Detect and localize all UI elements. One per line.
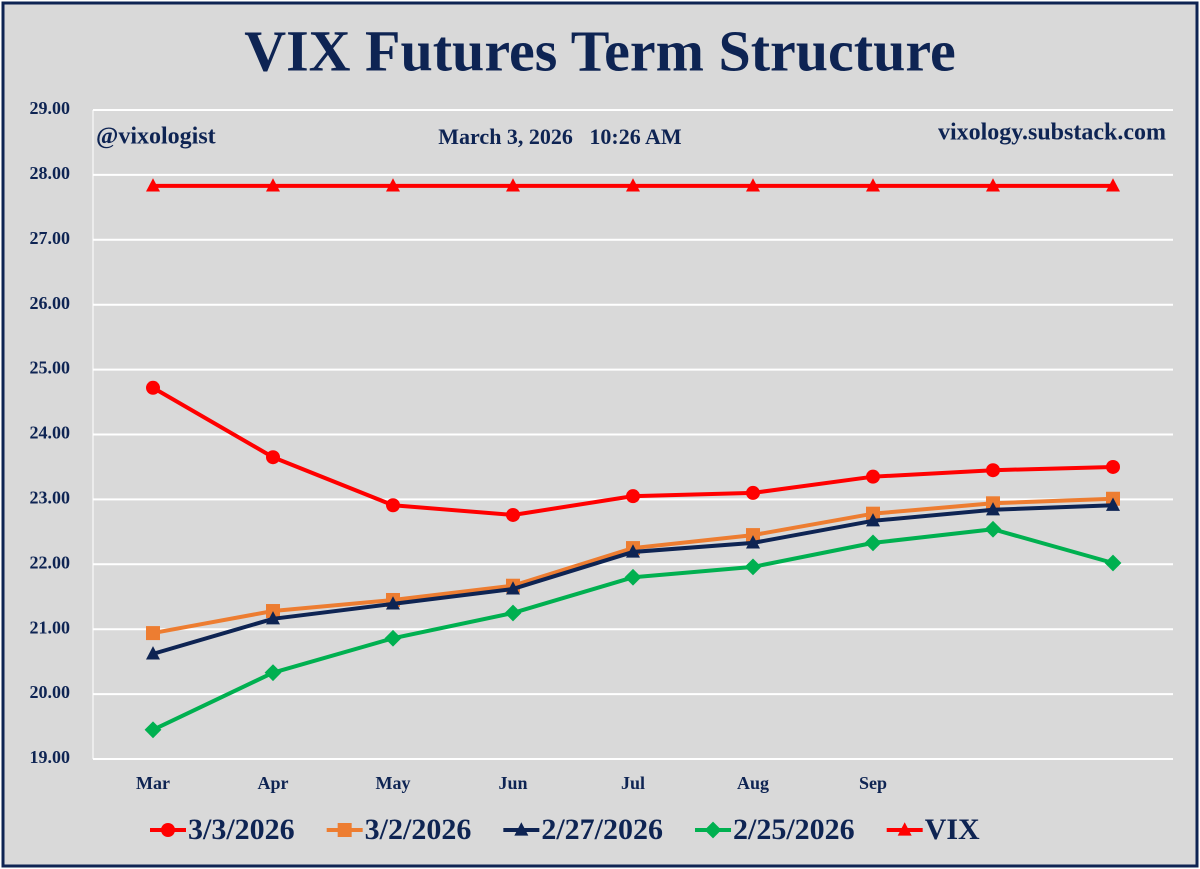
y-tick-label: 29.00 <box>30 98 71 118</box>
y-tick-label: 23.00 <box>30 488 71 508</box>
marker <box>506 581 520 595</box>
x-tick-label: Mar <box>136 773 170 793</box>
marker <box>266 450 280 465</box>
marker <box>984 520 1002 538</box>
marker <box>866 513 880 527</box>
legend-label: VIX <box>925 813 980 846</box>
marker <box>386 178 400 192</box>
x-tick-label: Aug <box>737 773 769 793</box>
marker <box>866 178 880 192</box>
marker <box>744 558 762 576</box>
marker <box>986 502 1000 516</box>
marker <box>266 604 280 619</box>
marker <box>626 544 640 558</box>
legend-label: 2/27/2026 <box>541 813 663 846</box>
annotation: @vixologist <box>96 124 216 150</box>
y-tick-label: 24.00 <box>30 423 71 443</box>
marker <box>264 664 282 682</box>
y-tick-label: 21.00 <box>30 617 71 637</box>
marker <box>146 646 160 660</box>
marker <box>986 463 1000 478</box>
marker <box>384 629 402 647</box>
marker <box>1106 178 1120 192</box>
marker <box>1104 554 1122 572</box>
y-tick-label: 25.00 <box>30 358 71 378</box>
marker <box>624 568 642 586</box>
marker <box>504 604 522 622</box>
marker <box>864 534 882 552</box>
marker <box>146 380 160 395</box>
y-tick-label: 27.00 <box>30 228 71 248</box>
annotation: vixology.substack.com <box>938 120 1166 146</box>
marker <box>506 178 520 192</box>
legend-marker <box>514 822 529 836</box>
x-tick-label: Apr <box>258 773 289 793</box>
marker <box>746 528 760 543</box>
marker <box>386 498 400 513</box>
legend-marker <box>161 823 175 837</box>
legend-label: 2/25/2026 <box>733 813 855 846</box>
marker <box>866 469 880 484</box>
x-tick-label: May <box>376 773 411 793</box>
y-tick-label: 20.00 <box>30 682 71 702</box>
legend-marker <box>897 822 912 836</box>
marker <box>746 535 760 549</box>
marker <box>506 507 520 522</box>
x-tick-label: Jul <box>621 773 645 793</box>
chart-title: VIX Futures Term Structure <box>244 18 956 83</box>
marker <box>146 626 160 641</box>
marker <box>386 596 400 610</box>
marker <box>1106 497 1120 511</box>
legend-marker <box>704 821 722 839</box>
marker <box>986 178 1000 192</box>
marker <box>266 611 280 625</box>
marker <box>626 178 640 192</box>
y-tick-label: 26.00 <box>30 293 71 313</box>
x-tick-label: Sep <box>859 773 887 793</box>
y-tick-label: 28.00 <box>30 163 71 183</box>
annotation: March 3, 2026 10:26 AM <box>438 124 682 149</box>
marker <box>746 178 760 192</box>
legend-label: 3/2/2026 <box>365 813 472 846</box>
marker <box>146 178 160 192</box>
x-tick-label: Jun <box>498 773 527 793</box>
marker <box>1106 459 1120 474</box>
legend-label: 3/3/2026 <box>188 813 295 846</box>
legend-marker <box>337 823 352 837</box>
marker <box>746 485 760 500</box>
marker <box>626 489 640 504</box>
marker <box>266 178 280 192</box>
marker <box>144 721 162 739</box>
y-tick-label: 19.00 <box>30 747 71 767</box>
y-tick-label: 22.00 <box>30 552 71 572</box>
